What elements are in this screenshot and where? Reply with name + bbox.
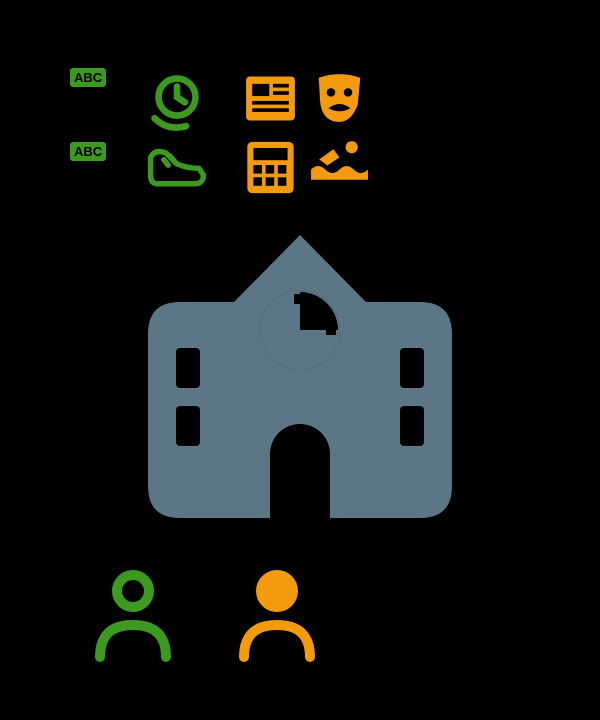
abc-block-bottom: ABC [70,142,136,192]
activity-cluster-orange [240,68,370,198]
shoe-icon [144,142,210,192]
abc-text: ABC [70,142,106,161]
school-building-icon [140,230,460,530]
abc-block-top: ABC [70,68,136,134]
activity-cluster-green: ABC ABC [70,68,210,192]
swim-icon [309,137,370,198]
person-orange-icon [232,565,322,665]
drama-icon [309,68,370,129]
person-green-icon [88,565,178,665]
calc-icon [240,137,301,198]
time-icon [144,68,210,134]
news-icon [240,68,301,129]
abc-text: ABC [70,68,106,87]
